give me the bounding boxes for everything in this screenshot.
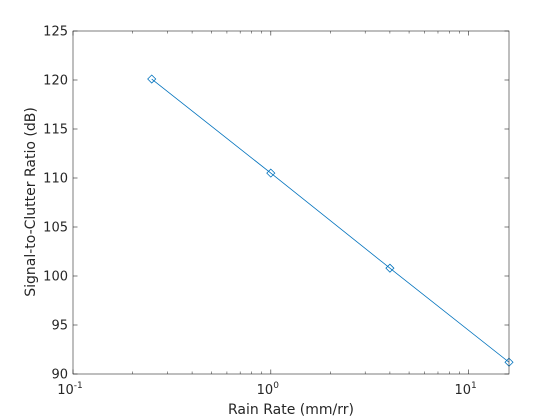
x-axis-title: Rain Rate (mm/rr)	[228, 402, 354, 418]
y-tick-label: 115	[43, 123, 68, 138]
axes-box	[72, 30, 510, 375]
x-tick-exponent: -1	[74, 381, 83, 391]
y-tick-label: 125	[43, 25, 68, 40]
series-line	[151, 78, 510, 363]
y-axis-title: Signal-to-Clutter Ratio (dB)	[23, 107, 39, 297]
data-point-marker	[385, 263, 395, 273]
data-point-marker	[147, 74, 157, 84]
y-tick-label: 95	[51, 319, 68, 334]
x-tick-label: 101	[454, 381, 476, 398]
y-tick-label: 100	[43, 270, 68, 285]
x-tick-base: 10	[257, 383, 274, 398]
x-tick-exponent: 1	[471, 381, 477, 391]
x-tick-base: 10	[454, 383, 471, 398]
y-tick-label: 105	[43, 221, 68, 236]
x-tick-base: 10	[57, 383, 74, 398]
data-point-marker	[266, 168, 276, 178]
y-tick-label: 90	[51, 368, 68, 383]
y-tick-label: 110	[43, 172, 68, 187]
x-tick-label: 100	[257, 381, 280, 398]
x-tick-label: 10-1	[57, 381, 83, 398]
x-tick-exponent: 0	[273, 381, 279, 391]
plot-area	[73, 31, 509, 374]
y-tick-label: 120	[43, 74, 68, 89]
